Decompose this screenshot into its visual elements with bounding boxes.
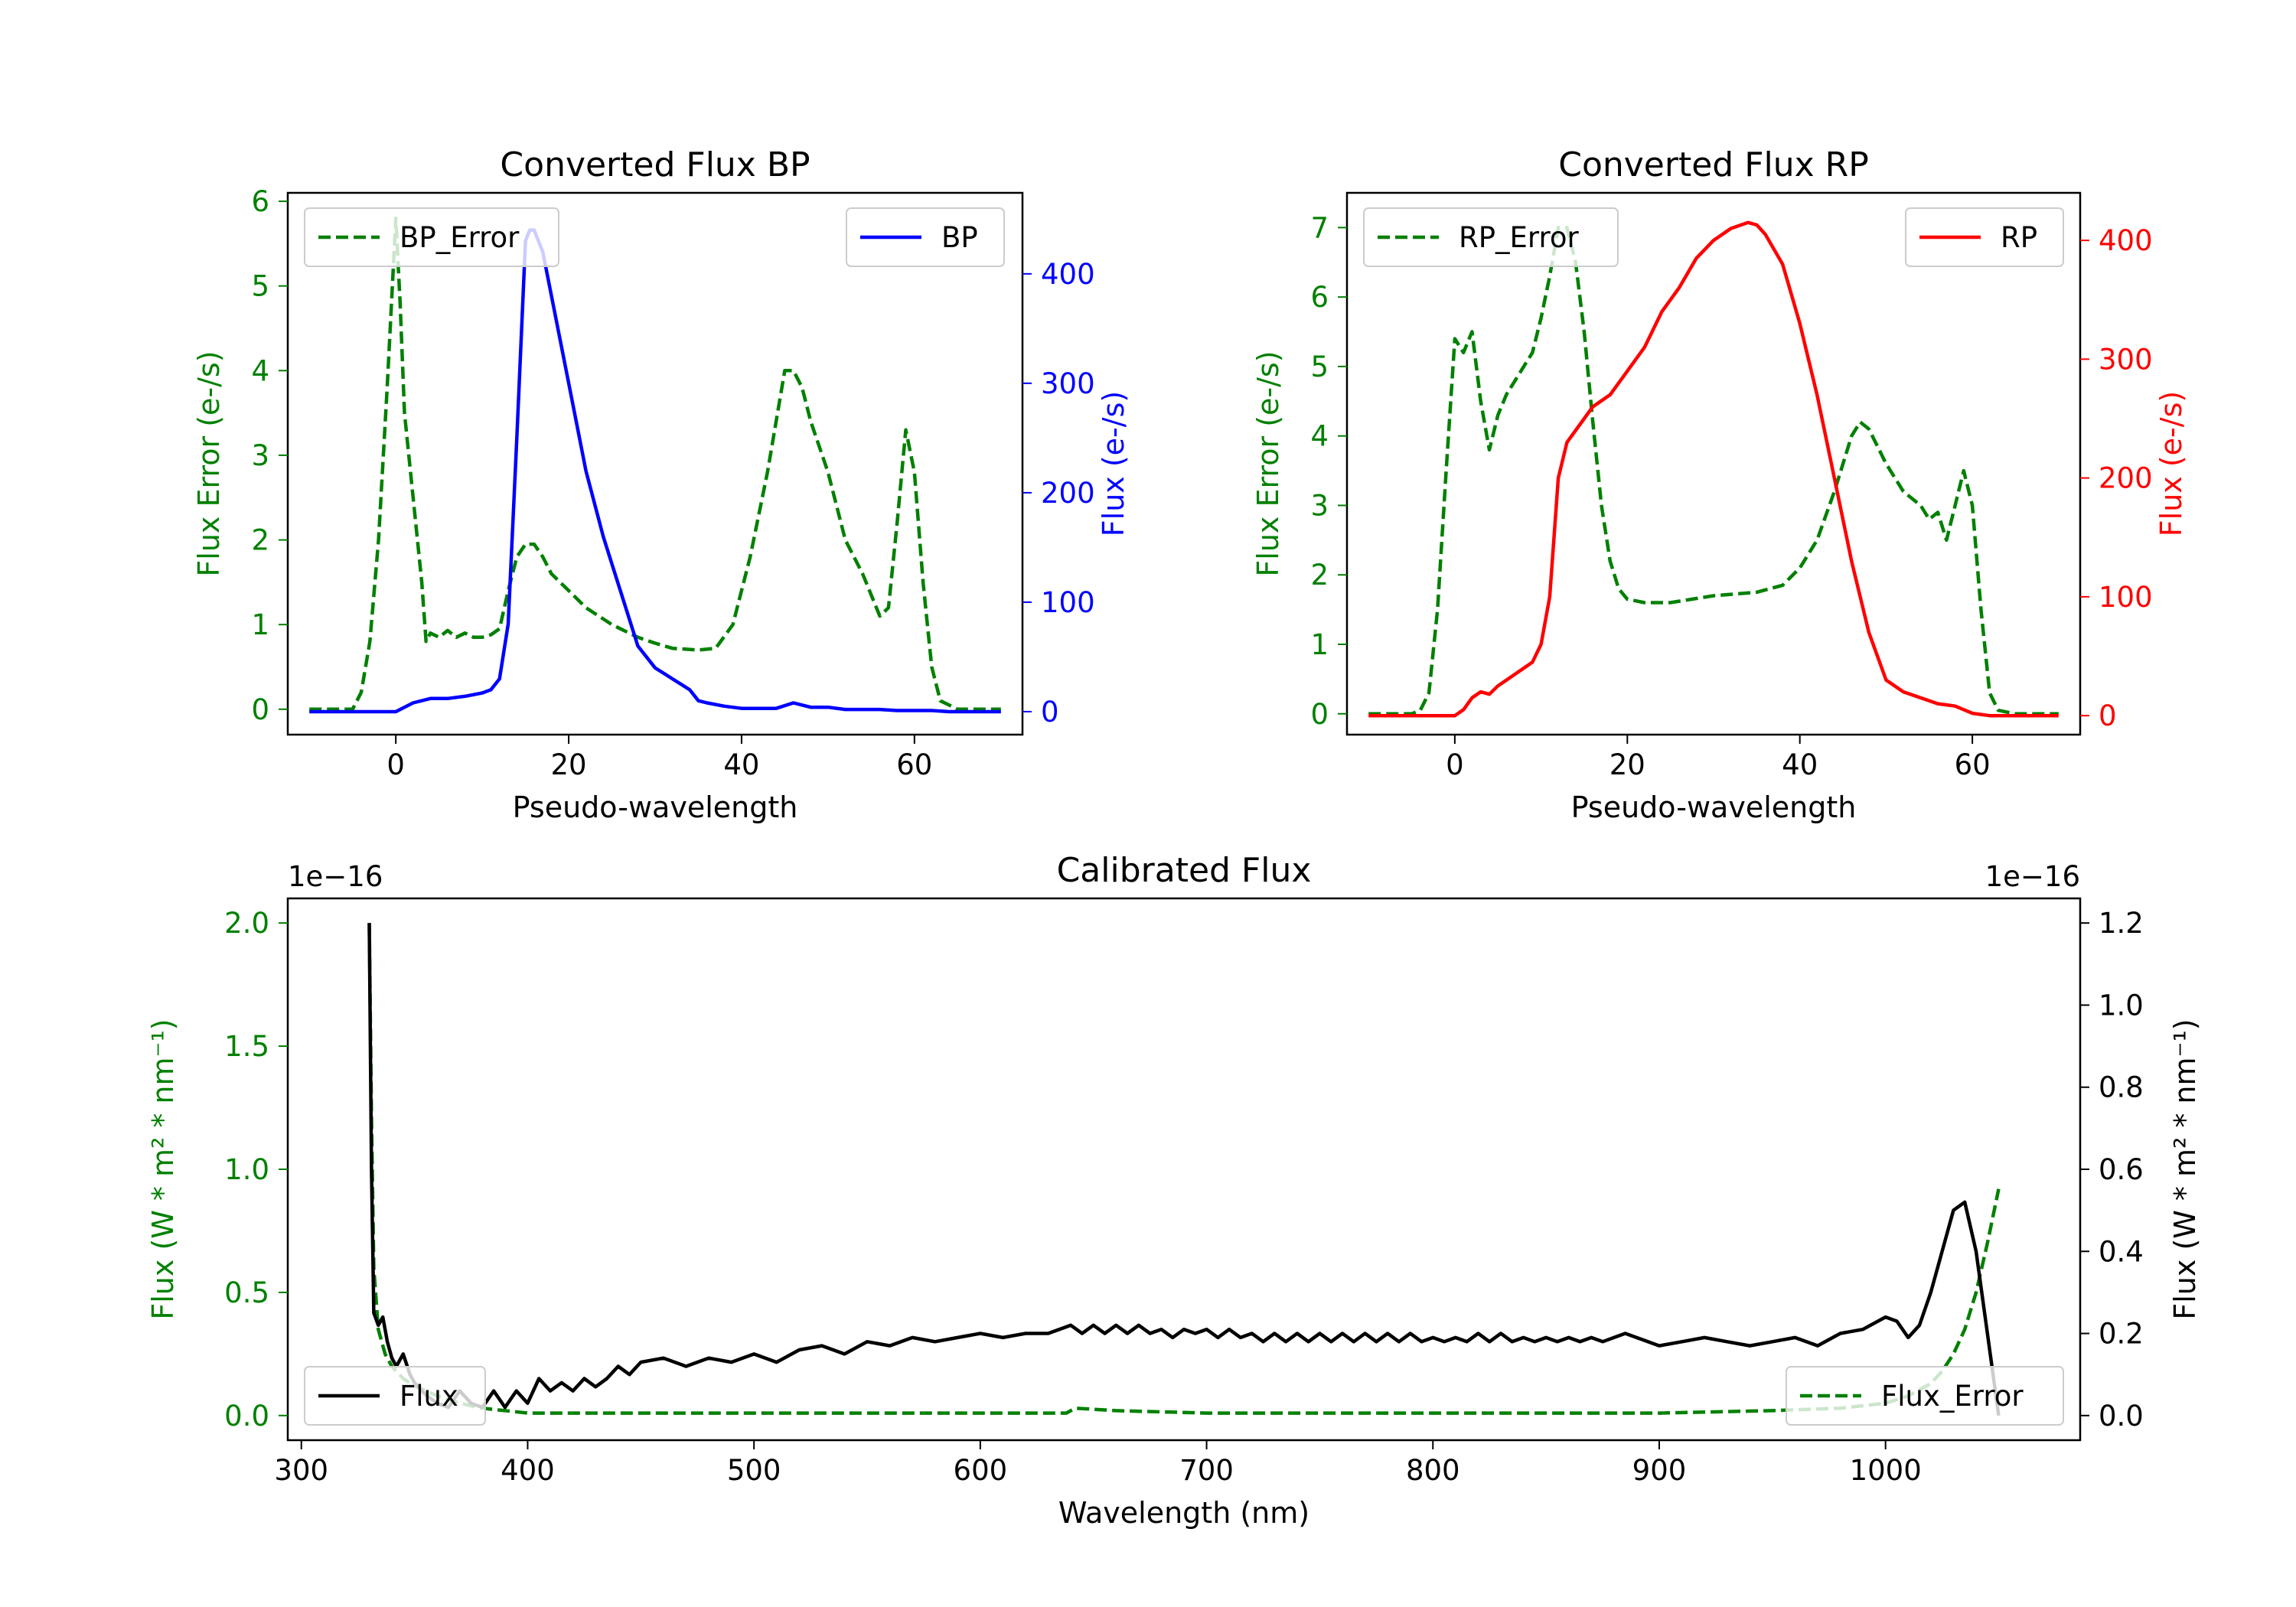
x-tick-label: 0	[1446, 748, 1464, 781]
y-left-tick-label: 2	[251, 524, 269, 557]
y-right-offset-text: 1e−16	[1985, 860, 2080, 893]
y-right-tick-label: 0.6	[2099, 1153, 2144, 1186]
legend-box	[304, 1366, 486, 1426]
y-right-tick-label: 200	[2099, 462, 2153, 495]
x-tick-label: 700	[1179, 1454, 1234, 1487]
x-tick-label: 400	[501, 1454, 555, 1487]
y-left-tick-label: 2	[1310, 559, 1329, 592]
legend-box	[1905, 207, 2064, 267]
y-left-offset-text: 1e−16	[288, 860, 383, 893]
y-left-tick-label: 0.5	[224, 1276, 269, 1309]
legend-label: BP	[941, 221, 978, 254]
y-left-tick-label: 3	[1310, 489, 1329, 522]
y-left-tick-label: 0.0	[224, 1400, 269, 1433]
legend-box	[846, 207, 1005, 267]
y-left-axis-label: Flux (W * m² * nm⁻¹)	[146, 1019, 180, 1319]
x-tick-label: 800	[1406, 1454, 1460, 1487]
chart-title: Converted Flux BP	[500, 145, 810, 184]
y-left-tick-label: 4	[251, 354, 269, 387]
x-tick-label: 1000	[1850, 1454, 1922, 1487]
y-right-tick-label: 100	[1041, 586, 1095, 619]
y-right-tick-label: 1.0	[2099, 989, 2144, 1022]
legend-box	[1363, 207, 1619, 267]
x-axis-label: Pseudo-wavelength	[1571, 790, 1857, 824]
y-right-axis-label: Flux (e-/s)	[2154, 391, 2188, 536]
y-left-tick-label: 1	[251, 608, 269, 641]
x-tick-label: 40	[723, 748, 759, 781]
y-left-tick-label: 6	[251, 185, 269, 218]
y-right-tick-label: 0.8	[2099, 1071, 2144, 1104]
series-line-flux	[367, 923, 2001, 1416]
y-right-tick-label: 0.0	[2099, 1400, 2144, 1433]
y-right-tick-label: 400	[2099, 224, 2153, 257]
y-right-tick-label: 200	[1041, 477, 1095, 510]
y-right-tick-label: 400	[1041, 258, 1095, 291]
y-left-tick-label: 1.0	[224, 1153, 269, 1186]
chart-title: Converted Flux RP	[1558, 145, 1869, 184]
x-axis-label: Wavelength (nm)	[1058, 1496, 1309, 1530]
subplot-1: Converted Flux BP0 20 40 600123456010020030…	[192, 145, 1130, 824]
y-left-tick-label: 1.5	[224, 1030, 269, 1063]
x-tick-label: 60	[1955, 748, 1991, 781]
x-axis-label: Pseudo-wavelength	[513, 790, 798, 824]
subplot-2: Converted Flux RP 0 20 40 60 0 1 2 3 4 5 6 7 0 100 200 3…	[1251, 145, 2188, 824]
axes-frame	[286, 897, 2082, 1442]
y-right-tick-label: 0	[1041, 696, 1059, 729]
y-left-tick-label: 7	[1310, 211, 1329, 244]
legend-label: RP_Error	[1459, 221, 1579, 254]
legend-left: RP_Error	[1363, 207, 1619, 267]
legend-right: Flux_Error	[1786, 1366, 2064, 1426]
x-tick-label: 900	[1632, 1454, 1687, 1487]
y-left-tick-label: 1	[1310, 628, 1329, 661]
legend-right: BP	[846, 207, 1005, 267]
y-left-tick-label: 5	[251, 270, 269, 303]
x-tick-label: 300	[274, 1454, 328, 1487]
legend-label: Flux	[400, 1380, 458, 1413]
y-left-axis-label: Flux Error (e-/s)	[1251, 350, 1285, 576]
y-left-axis-label: Flux Error (e-/s)	[192, 350, 226, 576]
legend-box	[304, 207, 559, 267]
x-tick-label: 0	[386, 748, 405, 781]
x-tick-label: 40	[1782, 748, 1818, 781]
legend-left: Flux	[304, 1366, 486, 1426]
legend-label: Flux_Error	[1881, 1380, 2024, 1413]
y-right-tick-label: 0.4	[2099, 1235, 2144, 1268]
y-right-axis-label: Flux (e-/s)	[1097, 391, 1130, 536]
legend-box	[1786, 1366, 2064, 1426]
y-left-tick-label: 3	[251, 439, 269, 472]
legend-label: BP_Error	[400, 221, 520, 254]
x-tick-label: 20	[1609, 748, 1645, 781]
x-tick-label: 20	[551, 748, 587, 781]
y-right-tick-label: 100	[2099, 581, 2153, 614]
x-tick-label: 60	[896, 748, 932, 781]
axes-frame	[286, 191, 1024, 736]
y-right-tick-label: 1.2	[2099, 907, 2144, 940]
subplot-3: Calibrated Flux 300 400 500 600 700 800 900 1000…	[146, 851, 2202, 1530]
y-right-axis-label: Flux (W * m² * nm⁻¹)	[2168, 1019, 2202, 1319]
series-line-rp-error	[1368, 226, 2059, 716]
y-right-tick-label: 0	[2099, 699, 2117, 732]
y-left-tick-label: 4	[1310, 420, 1329, 453]
y-left-tick-label: 0	[251, 693, 269, 726]
y-right-tick-label: 0.2	[2099, 1318, 2144, 1351]
x-tick-label: 600	[954, 1454, 1008, 1487]
series-line-bp-error	[309, 216, 1001, 712]
series-line-rp	[1368, 220, 2059, 718]
legend-left: BP_Error	[304, 207, 559, 267]
y-left-tick-label: 2.0	[224, 907, 269, 940]
y-left-tick-label: 0	[1310, 698, 1329, 731]
chart-title: Calibrated Flux	[1057, 851, 1312, 890]
y-left-tick-label: 6	[1310, 281, 1329, 314]
legend-label: RP	[2001, 221, 2037, 254]
legend-right: RP	[1905, 207, 2064, 267]
series-line-flux-error	[367, 923, 2001, 1415]
y-left-tick-label: 5	[1310, 350, 1329, 383]
x-tick-label: 500	[727, 1454, 781, 1487]
y-right-tick-label: 300	[1041, 367, 1095, 400]
axes-frame	[1345, 191, 2082, 736]
series-line-bp	[309, 228, 1001, 714]
y-right-tick-label: 300	[2099, 343, 2153, 376]
